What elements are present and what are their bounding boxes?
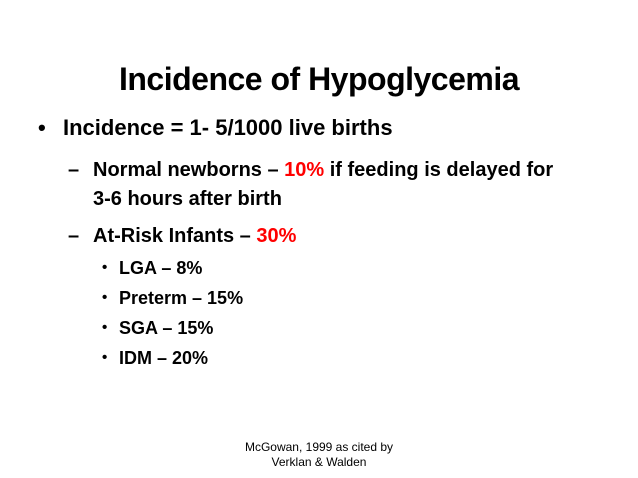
bullet-at-risk-text: At-Risk Infants – 30% xyxy=(93,222,628,251)
sub-bullet-idm: • IDM – 20% xyxy=(0,343,628,373)
bullet-normal-newborns: – Normal newborns – 10% if feeding is de… xyxy=(0,156,628,214)
sub-bullet-preterm-text: Preterm – 15% xyxy=(119,288,244,308)
normal-newborns-suffix: if feeding is delayed for xyxy=(324,159,554,181)
bullet-normal-newborns-text: Normal newborns – 10% if feeding is dela… xyxy=(93,156,628,214)
sub-bullet-idm-text: IDM – 20% xyxy=(119,348,209,368)
at-risk-percentage: 30% xyxy=(256,225,297,247)
bullet-incidence: • Incidence = 1- 5/1000 live births xyxy=(0,113,628,143)
normal-newborns-prefix: Normal newborns – xyxy=(93,159,285,181)
bullet-dot-icon: • xyxy=(102,289,108,306)
dash-icon: – xyxy=(68,159,80,181)
bullet-at-risk: – At-Risk Infants – 30% xyxy=(0,222,628,251)
bullet-dot-icon: • xyxy=(102,349,108,366)
sub-bullet-sga-text: SGA – 15% xyxy=(119,318,214,338)
sub-bullet-lga-text: LGA – 8% xyxy=(119,258,203,278)
bullet-dot-icon: • xyxy=(38,115,46,140)
sub-bullet-list: • LGA – 8% • Preterm – 15% • SGA – 15% •… xyxy=(0,253,628,373)
slide-title: Incidence of Hypoglycemia xyxy=(118,61,520,98)
bullet-dot-icon: • xyxy=(102,259,108,276)
slide-body: • Incidence = 1- 5/1000 live births – No… xyxy=(0,113,628,373)
normal-newborns-percentage: 10% xyxy=(284,159,325,181)
sub-bullet-lga: • LGA – 8% xyxy=(0,253,628,283)
bullet-incidence-text: Incidence = 1- 5/1000 live births xyxy=(63,115,393,140)
bullet-dot-icon: • xyxy=(102,319,108,336)
sub-bullet-sga: • SGA – 15% xyxy=(0,313,628,343)
sub-bullet-preterm: • Preterm – 15% xyxy=(0,283,628,313)
citation: McGowan, 1999 as cited by Verklan & Wald… xyxy=(0,440,638,470)
citation-line2: Verklan & Walden xyxy=(271,455,367,469)
at-risk-prefix: At-Risk Infants – xyxy=(93,225,257,247)
citation-line1: McGowan, 1999 as cited by xyxy=(244,440,394,454)
dash-icon: – xyxy=(68,225,80,247)
normal-newborns-wrap-line: 3-6 hours after birth xyxy=(93,188,282,210)
